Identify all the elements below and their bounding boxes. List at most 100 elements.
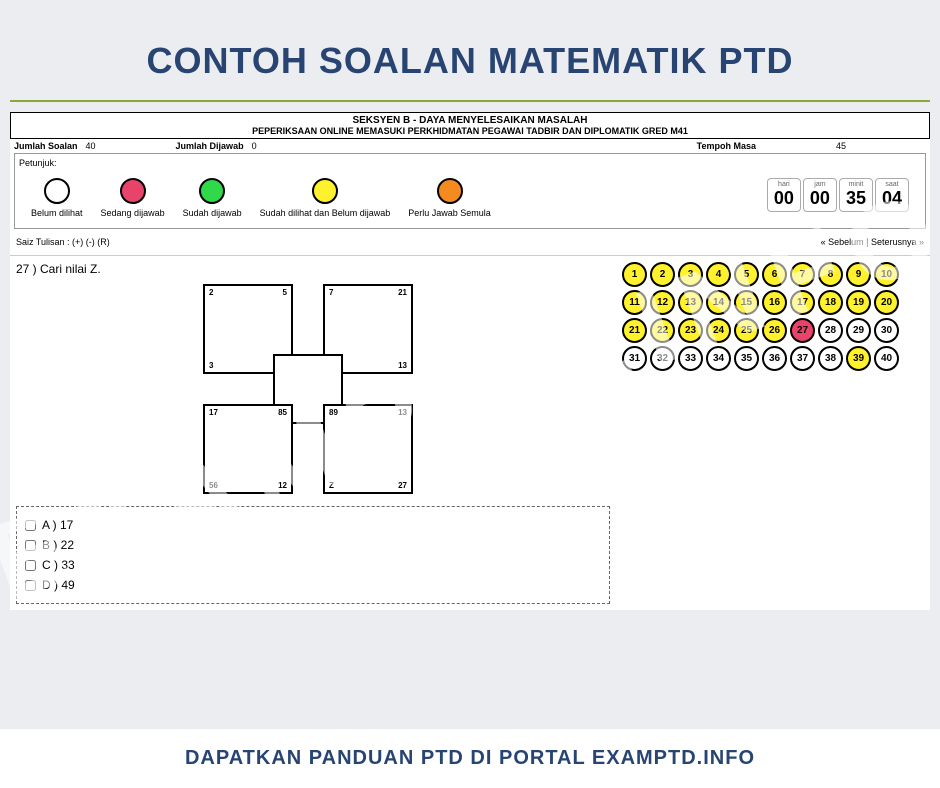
answer-b-row[interactable]: B ) 22 xyxy=(25,535,601,555)
qnav-item-14[interactable]: 14 xyxy=(706,290,731,315)
qnav-item-10[interactable]: 10 xyxy=(874,262,899,287)
num: 3 xyxy=(209,361,213,370)
legend-label: Perlu Jawab Semula xyxy=(408,208,491,218)
qnav-item-22[interactable]: 22 xyxy=(650,318,675,343)
nav-line: Saiz Tulisan : (+) (-) (R) « Sebelum | S… xyxy=(10,229,930,256)
legend-circle xyxy=(44,178,70,204)
qnav-item-31[interactable]: 31 xyxy=(622,346,647,371)
legend-label: Sedang dijawab xyxy=(101,208,165,218)
qnav-item-19[interactable]: 19 xyxy=(846,290,871,315)
legend-item: Sudah dilihat dan Belum dijawab xyxy=(260,178,391,218)
qnav-item-9[interactable]: 9 xyxy=(846,262,871,287)
legend-item: Perlu Jawab Semula xyxy=(408,178,491,218)
legend-circle xyxy=(120,178,146,204)
qnav-item-4[interactable]: 4 xyxy=(706,262,731,287)
num: 5 xyxy=(283,288,287,297)
answer-a-label: A ) 17 xyxy=(42,518,73,532)
num: 89 xyxy=(329,408,338,417)
qnav-item-16[interactable]: 16 xyxy=(762,290,787,315)
question-prompt: 27 ) Cari nilai Z. xyxy=(16,262,610,276)
qnav-item-28[interactable]: 28 xyxy=(818,318,843,343)
question-grid: 1234567891011121314151617181920212223242… xyxy=(622,262,910,371)
answer-c-label: C ) 33 xyxy=(42,558,75,572)
jumlah-soalan-value: 40 xyxy=(86,141,96,151)
answer-c-checkbox[interactable] xyxy=(25,560,36,571)
timer-saat-label: saat xyxy=(882,181,902,188)
qnav-item-15[interactable]: 15 xyxy=(734,290,759,315)
qnav-item-13[interactable]: 13 xyxy=(678,290,703,315)
legend-label: Belum dilihat xyxy=(31,208,83,218)
main-split: 27 ) Cari nilai Z. 2 5 3 10 7 21 41 13 1… xyxy=(10,256,930,610)
qnav-item-17[interactable]: 17 xyxy=(790,290,815,315)
stats-row: Jumlah Soalan 40 Jumlah Dijawab 0 Tempoh… xyxy=(10,139,930,153)
answer-a-row[interactable]: A ) 17 xyxy=(25,515,601,535)
qnav-item-32[interactable]: 32 xyxy=(650,346,675,371)
legend-circle xyxy=(437,178,463,204)
qnav-item-2[interactable]: 2 xyxy=(650,262,675,287)
qnav-item-7[interactable]: 7 xyxy=(790,262,815,287)
num: 17 xyxy=(209,408,218,417)
timer-jam: jam 00 xyxy=(803,178,837,212)
timer-row: hari 00 jam 00 minit 35 saat 04 xyxy=(767,178,909,212)
petunjuk-label: Petunjuk: xyxy=(19,158,921,168)
header-divider xyxy=(10,100,930,102)
qnav-item-21[interactable]: 21 xyxy=(622,318,647,343)
timer-hari-label: hari xyxy=(774,181,794,188)
qnav-item-30[interactable]: 30 xyxy=(874,318,899,343)
footer-text: DAPATKAN PANDUAN PTD DI PORTAL EXAMPTD.I… xyxy=(0,747,940,770)
prev-next-nav[interactable]: « Sebelum | Seterusnya » xyxy=(821,237,924,247)
answer-b-label: B ) 22 xyxy=(42,538,74,552)
timer-minit: minit 35 xyxy=(839,178,873,212)
exam-container: SEKSYEN B - DAYA MENYELESAIKAN MASALAH P… xyxy=(10,112,930,610)
diagram-box-bl: 17 85 56 12 xyxy=(203,404,293,494)
answers-box: A ) 17 B ) 22 C ) 33 D ) 49 xyxy=(16,506,610,604)
qnav-item-37[interactable]: 37 xyxy=(790,346,815,371)
num: 13 xyxy=(398,408,407,417)
tempoh-value: 45 xyxy=(836,141,846,151)
qnav-item-38[interactable]: 38 xyxy=(818,346,843,371)
qnav-item-20[interactable]: 20 xyxy=(874,290,899,315)
legend-circle xyxy=(199,178,225,204)
qnav-item-24[interactable]: 24 xyxy=(706,318,731,343)
qnav-item-23[interactable]: 23 xyxy=(678,318,703,343)
num: 13 xyxy=(398,361,407,370)
timer-minit-label: minit xyxy=(846,181,866,188)
timer-jam-label: jam xyxy=(810,181,830,188)
answer-c-row[interactable]: C ) 33 xyxy=(25,555,601,575)
qnav-item-18[interactable]: 18 xyxy=(818,290,843,315)
legend-item: Belum dilihat xyxy=(31,178,83,218)
qnav-item-25[interactable]: 25 xyxy=(734,318,759,343)
footer-banner: DAPATKAN PANDUAN PTD DI PORTAL EXAMPTD.I… xyxy=(0,729,940,788)
exam-title: PEPERIKSAAN ONLINE MEMASUKI PERKHIDMATAN… xyxy=(13,126,927,136)
tempoh-label: Tempoh Masa xyxy=(697,141,756,151)
qnav-item-35[interactable]: 35 xyxy=(734,346,759,371)
answer-d-row[interactable]: D ) 49 xyxy=(25,575,601,595)
qnav-item-34[interactable]: 34 xyxy=(706,346,731,371)
jumlah-soalan-label: Jumlah Soalan xyxy=(14,141,78,151)
qnav-item-36[interactable]: 36 xyxy=(762,346,787,371)
jumlah-dijawab-label: Jumlah Dijawab xyxy=(176,141,244,151)
answer-a-checkbox[interactable] xyxy=(25,520,36,531)
qnav-item-39[interactable]: 39 xyxy=(846,346,871,371)
timer-saat-value: 04 xyxy=(882,188,902,209)
answer-b-checkbox[interactable] xyxy=(25,540,36,551)
qnav-item-11[interactable]: 11 xyxy=(622,290,647,315)
question-diagram: 2 5 3 10 7 21 41 13 17 85 56 12 xyxy=(173,284,453,494)
qnav-item-3[interactable]: 3 xyxy=(678,262,703,287)
num: 85 xyxy=(278,408,287,417)
qnav-item-12[interactable]: 12 xyxy=(650,290,675,315)
qnav-item-1[interactable]: 1 xyxy=(622,262,647,287)
qnav-item-40[interactable]: 40 xyxy=(874,346,899,371)
qnav-item-29[interactable]: 29 xyxy=(846,318,871,343)
answer-d-checkbox[interactable] xyxy=(25,580,36,591)
legend-row: Belum dilihatSedang dijawabSudah dijawab… xyxy=(19,172,921,224)
textsize-controls[interactable]: Saiz Tulisan : (+) (-) (R) xyxy=(16,237,110,247)
qnav-item-26[interactable]: 26 xyxy=(762,318,787,343)
qnav-item-6[interactable]: 6 xyxy=(762,262,787,287)
qnav-item-33[interactable]: 33 xyxy=(678,346,703,371)
timer-saat: saat 04 xyxy=(875,178,909,212)
qnav-item-8[interactable]: 8 xyxy=(818,262,843,287)
exam-header: SEKSYEN B - DAYA MENYELESAIKAN MASALAH P… xyxy=(10,112,930,139)
qnav-item-27[interactable]: 27 xyxy=(790,318,815,343)
qnav-item-5[interactable]: 5 xyxy=(734,262,759,287)
